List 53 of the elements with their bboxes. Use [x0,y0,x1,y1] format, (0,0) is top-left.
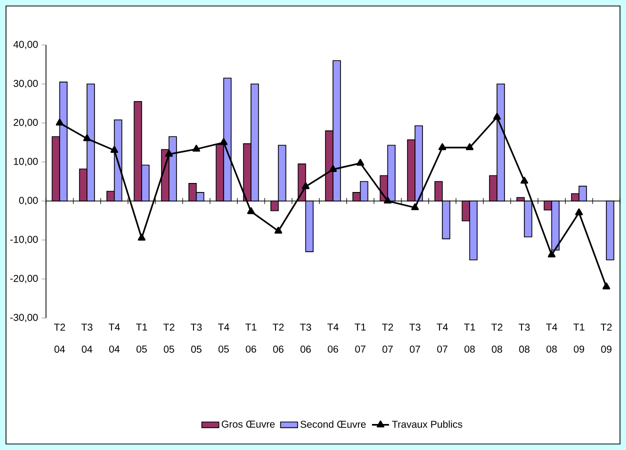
y-tick-label: 10,00 [14,158,38,166]
point [220,138,228,146]
category-label: T3 04 [81,324,92,353]
legend-label: Second Œuvre [300,420,366,428]
point [329,165,337,172]
point [302,182,310,190]
point [165,150,173,157]
category-label: T4 07 [436,324,448,353]
category-label: T1 05 [136,324,148,353]
point [138,234,146,241]
category-label: T2 08 [491,324,502,353]
point [466,143,474,150]
point [110,146,118,153]
y-tick-label: 0,00 [19,196,38,206]
category-label: T1 09 [573,324,584,353]
y-tick-label: -20,00 [10,274,38,284]
point [548,250,556,258]
category-label: T3 07 [409,324,420,353]
category-label: T2 06 [272,324,284,353]
category-label: T4 08 [546,324,558,353]
point [274,226,282,234]
point [192,144,200,152]
category-label: T3 06 [300,324,312,353]
point [356,158,364,166]
point [411,203,419,210]
legend-label: Gros Œuvre [222,420,275,428]
y-tick-label: -30,00 [10,314,38,322]
category-label: T2 09 [600,324,612,353]
y-tick-label: 40,00 [13,40,38,50]
point [384,196,392,204]
category-label: T2 05 [163,324,174,353]
category-label: T2 07 [382,324,394,353]
point [493,112,501,120]
point [602,282,610,290]
y-tick-label: 20,00 [14,118,38,128]
point [247,207,255,214]
point [438,143,446,150]
point [520,176,528,184]
y-tick-label: 30,00 [14,80,38,88]
category-label: T1 06 [245,324,256,353]
category-label: T4 04 [108,324,120,353]
category-label: T1 07 [354,324,366,353]
category-label: T4 06 [327,324,339,353]
category-label: T2 04 [54,324,66,353]
category-label: T4 05 [218,324,230,353]
legend-label: Travaux Publics [392,420,462,428]
category-label: T3 05 [190,324,202,353]
category-label: T1 08 [464,324,476,353]
point [83,134,91,142]
category-label: T3 08 [518,324,530,353]
point [575,208,583,216]
point [56,118,64,126]
y-tick-label: -10,00 [10,236,38,244]
